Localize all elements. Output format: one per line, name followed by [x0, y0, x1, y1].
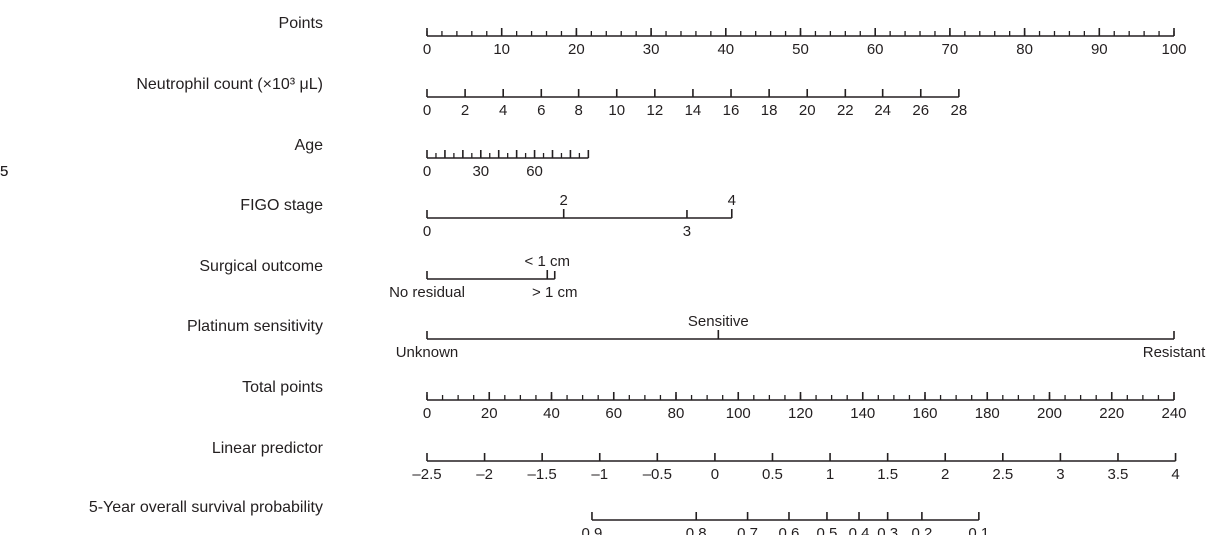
tick-label-age: 0 — [423, 163, 431, 180]
tick-label-5-year-overall-survival-probability: 0.1 — [968, 525, 989, 535]
tick-label-neutrophil-count-10-l: 16 — [723, 102, 740, 119]
tick-label-linear-predictor: 2 — [941, 466, 949, 483]
tick-label-total-points: 120 — [788, 405, 813, 422]
row-neutrophil-count-10-l: Neutrophil count (×10³ μL)0 2 4 6 8 10 12 14 16 1… — [136, 76, 967, 119]
tick-label-points: 20 — [568, 41, 585, 58]
row-label-platinum-sensitivity: Platinum sensitivity — [187, 318, 323, 335]
tick-label-total-points: 180 — [975, 405, 1000, 422]
tick-label-points: 80 — [1016, 41, 1033, 58]
tick-label-linear-predictor: –1.5 — [528, 466, 557, 483]
row-label-age: Age — [295, 137, 324, 154]
tick-label-5-year-overall-survival-probability: 0.5 — [817, 525, 838, 535]
tick-label-total-points: 20 — [481, 405, 498, 422]
tick-label-linear-predictor: 0.5 — [762, 466, 783, 483]
tick-label-5-year-overall-survival-probability: 0.7 — [737, 525, 758, 535]
tick-label-figo-stage: 0 — [423, 223, 431, 240]
tick-label-neutrophil-count-10-l: 28 — [951, 102, 968, 119]
tick-label-points: 40 — [717, 41, 734, 58]
tick-label-5-year-overall-survival-probability: 0.2 — [911, 525, 932, 535]
tick-label-linear-predictor: –2 — [476, 466, 493, 483]
tick-label-age: 45 — [0, 163, 8, 180]
tick-label-points: 100 — [1161, 41, 1186, 58]
tick-label-neutrophil-count-10-l: 26 — [912, 102, 929, 119]
tick-label-total-points: 140 — [850, 405, 875, 422]
tick-label-linear-predictor: 0 — [711, 466, 719, 483]
category-label-platinum-sensitivity: Resistant — [1143, 344, 1206, 361]
tick-label-5-year-overall-survival-probability: 0.9 — [582, 525, 603, 535]
tick-label-points: 70 — [942, 41, 959, 58]
tick-label-total-points: 200 — [1037, 405, 1062, 422]
tick-label-linear-predictor: 3 — [1056, 466, 1064, 483]
tick-label-neutrophil-count-10-l: 8 — [574, 102, 582, 119]
row-label-total-points: Total points — [242, 379, 323, 396]
tick-label-neutrophil-count-10-l: 24 — [874, 102, 891, 119]
tick-label-neutrophil-count-10-l: 2 — [461, 102, 469, 119]
tick-label-linear-predictor: 4 — [1171, 466, 1179, 483]
tick-label-neutrophil-count-10-l: 0 — [423, 102, 431, 119]
tick-label-total-points: 80 — [668, 405, 685, 422]
tick-label-neutrophil-count-10-l: 4 — [499, 102, 507, 119]
tick-label-total-points: 100 — [726, 405, 751, 422]
tick-label-figo-stage: 3 — [683, 223, 691, 240]
category-label-surgical-outcome: < 1 cm — [525, 253, 570, 270]
category-label-platinum-sensitivity: Unknown — [396, 344, 459, 361]
tick-label-figo-stage: 4 — [728, 192, 736, 209]
row-age: Age 0 30 45 60 75 — [0, 137, 590, 180]
tick-label-5-year-overall-survival-probability: 0.8 — [686, 525, 707, 535]
tick-label-points: 90 — [1091, 41, 1108, 58]
row-label-neutrophil-count-10-l: Neutrophil count (×10³ μL) — [136, 76, 323, 93]
row-label-points: Points — [279, 15, 323, 32]
tick-label-linear-predictor: –0.5 — [643, 466, 672, 483]
tick-label-points: 50 — [792, 41, 809, 58]
row-label-linear-predictor: Linear predictor — [212, 440, 324, 457]
row-5-year-overall-survival-probability: 5-Year overall survival probability 0.9 0.… — [89, 499, 989, 535]
row-total-points: Total points 0 20 40 60 80 100 120 140 160 180 200 2… — [242, 379, 1186, 422]
tick-label-linear-predictor: 3.5 — [1108, 466, 1129, 483]
row-label-5-year-overall-survival-probability: 5-Year overall survival probability — [89, 499, 323, 516]
tick-label-neutrophil-count-10-l: 18 — [761, 102, 778, 119]
tick-label-linear-predictor: 1 — [826, 466, 834, 483]
row-surgical-outcome: Surgical outcome No residual < 1 cm > 1 cm — [199, 253, 577, 301]
category-label-platinum-sensitivity: Sensitive — [688, 313, 749, 330]
tick-label-neutrophil-count-10-l: 6 — [537, 102, 545, 119]
tick-label-neutrophil-count-10-l: 14 — [685, 102, 702, 119]
tick-label-total-points: 40 — [543, 405, 560, 422]
row-platinum-sensitivity: Platinum sensitivity Unknown Sensitive Resi… — [187, 313, 1206, 361]
tick-label-age: 60 — [526, 163, 543, 180]
tick-label-total-points: 160 — [912, 405, 937, 422]
tick-label-points: 30 — [643, 41, 660, 58]
tick-label-linear-predictor: 1.5 — [877, 466, 898, 483]
row-figo-stage: FIGO stage 0 2 3 4 — [240, 192, 736, 240]
category-label-surgical-outcome: > 1 cm — [532, 284, 577, 301]
tick-label-neutrophil-count-10-l: 22 — [837, 102, 854, 119]
tick-label-total-points: 0 — [423, 405, 431, 422]
tick-label-neutrophil-count-10-l: 12 — [646, 102, 663, 119]
tick-label-total-points: 220 — [1099, 405, 1124, 422]
row-label-surgical-outcome: Surgical outcome — [199, 258, 323, 275]
tick-label-points: 60 — [867, 41, 884, 58]
tick-label-figo-stage: 2 — [560, 192, 568, 209]
row-points: Points 0 10 20 30 40 50 60 70 80 90 100 — [279, 15, 1187, 58]
tick-label-5-year-overall-survival-probability: 0.6 — [779, 525, 800, 535]
tick-label-points: 10 — [493, 41, 510, 58]
tick-label-5-year-overall-survival-probability: 0.4 — [849, 525, 870, 535]
tick-label-points: 0 — [423, 41, 431, 58]
tick-label-linear-predictor: –2.5 — [412, 466, 441, 483]
tick-label-linear-predictor: 2.5 — [992, 466, 1013, 483]
tick-label-age: 75 — [0, 163, 8, 180]
row-linear-predictor: Linear predictor –2.5 –2 –1.5 –1 –0.5 0 0.5 1 1.5… — [212, 440, 1180, 483]
tick-label-neutrophil-count-10-l: 10 — [608, 102, 625, 119]
tick-label-linear-predictor: –1 — [591, 466, 608, 483]
tick-label-5-year-overall-survival-probability: 0.3 — [877, 525, 898, 535]
category-label-surgical-outcome: No residual — [389, 284, 465, 301]
tick-label-total-points: 60 — [605, 405, 622, 422]
tick-label-age: 30 — [472, 163, 489, 180]
tick-label-neutrophil-count-10-l: 20 — [799, 102, 816, 119]
row-label-figo-stage: FIGO stage — [240, 197, 323, 214]
tick-label-total-points: 240 — [1161, 405, 1186, 422]
